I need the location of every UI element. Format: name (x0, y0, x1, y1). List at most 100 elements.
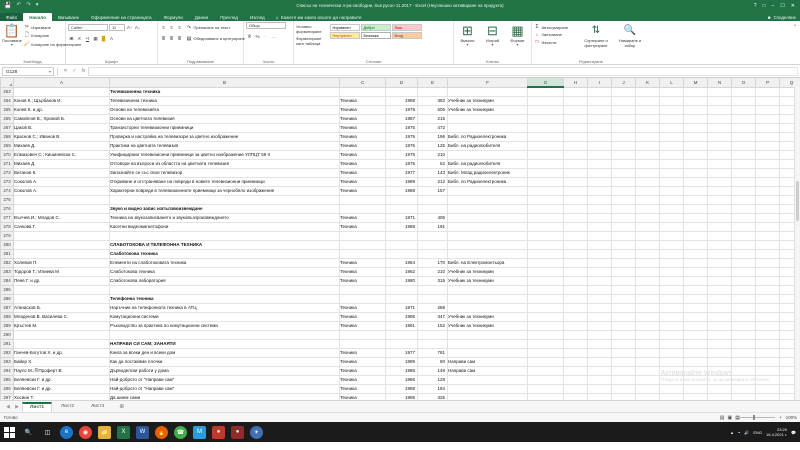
cell-B295[interactable]: Най-доброто от "Направи сам" (109, 375, 340, 385)
cell-empty[interactable] (707, 177, 732, 187)
sort-filter-button[interactable]: ⇅ Сортиране и филтриране (580, 22, 612, 48)
cell-C265[interactable]: Техника (339, 105, 386, 115)
cell-A287[interactable]: Атанасков Б. (13, 303, 110, 313)
page-layout-view-icon[interactable]: ▣ (727, 414, 733, 421)
conditional-format-button[interactable]: Условно форматиране (296, 24, 328, 34)
cell-empty[interactable] (755, 267, 780, 277)
cell-empty[interactable] (563, 339, 588, 349)
cell-empty[interactable] (611, 114, 636, 124)
style-good[interactable]: Добро (361, 24, 391, 31)
network-icon[interactable]: ◓ (737, 429, 741, 435)
col-header-G[interactable]: G (527, 78, 564, 88)
copy-button[interactable]: 🗋 Копиране (24, 32, 82, 40)
cell-empty[interactable] (635, 87, 660, 97)
cell-empty[interactable] (563, 240, 588, 250)
cell-empty[interactable] (731, 87, 756, 97)
zoom-level[interactable]: 100% (785, 415, 797, 420)
style-note[interactable]: Бележка (361, 32, 391, 39)
cell-empty[interactable] (611, 150, 636, 160)
cell-empty[interactable] (587, 87, 612, 97)
cell-C280[interactable] (339, 240, 386, 250)
tab-formulas[interactable]: Формули (163, 14, 183, 20)
spreadsheet-grid[interactable]: A B C D E F G H I J K L M N O P Q (0, 78, 800, 400)
app-icon-3[interactable]: ● (231, 425, 244, 439)
cell-empty[interactable] (587, 330, 612, 340)
cell-C270[interactable]: Техника (339, 150, 386, 160)
cell-empty[interactable] (563, 96, 588, 106)
cell-empty[interactable] (779, 357, 800, 367)
cell-empty[interactable] (527, 330, 564, 340)
row-header[interactable]: 282 (0, 257, 14, 268)
cell-empty[interactable] (755, 285, 780, 295)
row-header[interactable]: 279 (0, 230, 14, 241)
cell-E263[interactable] (417, 87, 448, 97)
cell-D278[interactable]: 1989 (385, 222, 418, 232)
cell-empty[interactable] (635, 132, 660, 142)
cell-empty[interactable] (563, 159, 588, 169)
cell-empty[interactable] (527, 168, 564, 178)
undo-icon[interactable]: ↶ (16, 1, 22, 8)
cell-empty[interactable] (611, 213, 636, 223)
viber-icon[interactable]: ☎ (174, 425, 187, 439)
cell-A282[interactable]: Холевов П. (13, 258, 110, 268)
cell-empty[interactable] (779, 330, 800, 340)
column-header-row[interactable]: A B C D E F G H I J K L M N O P Q (0, 78, 800, 88)
cell-empty[interactable] (635, 249, 660, 259)
cell-C290[interactable] (339, 330, 386, 340)
cell-B289[interactable]: Ръководство за практика по комутационни … (109, 321, 340, 331)
table-row[interactable]: 287 Атанасков Б. Наръчник на телефонната т… (0, 302, 800, 313)
cell-D264[interactable]: 1989 (385, 96, 418, 106)
minimize-icon[interactable]: – (771, 2, 775, 9)
tray-chevron-icon[interactable]: ▲ (729, 429, 734, 435)
delete-cells-button[interactable]: ⊟ Изтрий ▾ (481, 22, 504, 47)
cell-C283[interactable]: Техника (339, 267, 386, 277)
table-row[interactable]: 292 Ганчев-Богутов Х. и др. Книга за всеки… (0, 347, 800, 358)
cell-F268[interactable]: Библ. по Радиоелектроника (447, 132, 528, 142)
cell-empty[interactable] (587, 285, 612, 295)
cell-empty[interactable] (731, 114, 756, 124)
cell-empty[interactable] (779, 258, 800, 268)
cell-B287[interactable]: Наръчник на телефонната техника в АТЦ (109, 303, 340, 313)
cell-B272[interactable]: Запознайте се със своя телевизор (109, 168, 340, 178)
row-header[interactable]: 295 (0, 374, 14, 385)
cell-empty[interactable] (587, 105, 612, 115)
cell-empty[interactable] (659, 213, 684, 223)
cell-C288[interactable]: Техника (339, 312, 386, 322)
increase-decimal-icon[interactable]: … (271, 34, 276, 39)
cell-A281[interactable] (13, 249, 110, 259)
cell-E269[interactable]: 125 (417, 141, 448, 151)
cell-empty[interactable] (731, 384, 756, 394)
cell-empty[interactable] (587, 123, 612, 133)
cell-empty[interactable] (635, 267, 660, 277)
row-header[interactable]: 292 (0, 347, 14, 358)
cell-empty[interactable] (779, 231, 800, 241)
table-row[interactable]: 275 (0, 194, 800, 205)
cell-empty[interactable] (683, 348, 708, 358)
cell-C269[interactable]: Техника (339, 141, 386, 151)
cell-E294[interactable]: 148 (417, 366, 448, 376)
cell-empty[interactable] (683, 132, 708, 142)
cell-F278[interactable] (447, 222, 528, 232)
normal-view-icon[interactable]: ▤ (719, 414, 725, 421)
cell-B293[interactable]: Как да поставяме плочки (109, 357, 340, 367)
sheet-tab-2[interactable]: Лист2 (61, 404, 75, 409)
cell-A283[interactable]: Тодоров Г.; Илиева М (13, 267, 110, 277)
cell-empty[interactable] (779, 312, 800, 322)
cell-E268[interactable]: 196 (417, 132, 448, 142)
cell-B285[interactable] (109, 285, 340, 295)
cell-empty[interactable] (635, 195, 660, 205)
cell-empty[interactable] (707, 303, 732, 313)
cell-C279[interactable] (339, 231, 386, 241)
cell-E267[interactable]: 472 (417, 123, 448, 133)
cell-empty[interactable] (527, 87, 564, 97)
cell-E271[interactable]: 52 (417, 159, 448, 169)
cell-empty[interactable] (587, 348, 612, 358)
cell-empty[interactable] (683, 321, 708, 331)
formula-input[interactable] (88, 66, 798, 76)
cell-empty[interactable] (659, 276, 684, 286)
cell-empty[interactable] (635, 105, 660, 115)
cell-empty[interactable] (707, 168, 732, 178)
find-select-button[interactable]: 🔍 Намиране и избор (614, 22, 646, 48)
app-icon-2[interactable]: ● (212, 425, 225, 439)
cell-empty[interactable] (707, 132, 732, 142)
